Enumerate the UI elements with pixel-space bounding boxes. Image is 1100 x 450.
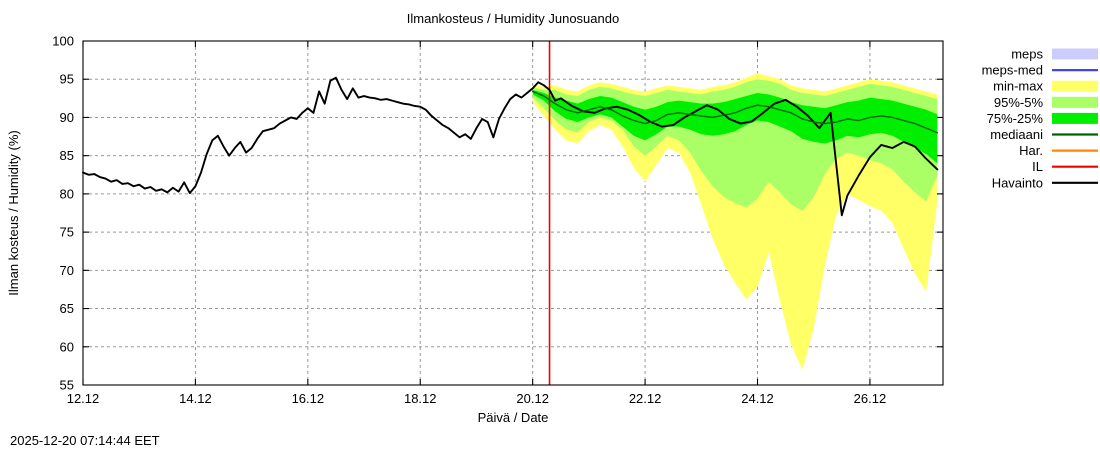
y-tick-label: 85 xyxy=(60,148,74,163)
timestamp-label: 2025-12-20 07:14:44 EET xyxy=(10,433,160,448)
legend-label-mediaani: mediaani xyxy=(990,127,1043,142)
y-axis-ticks: 55 60 65 70 75 80 85 90 95 100 xyxy=(52,34,943,393)
legend-label-havainto: Havainto xyxy=(992,175,1043,190)
x-axis-label: Päivä / Date xyxy=(478,410,549,425)
series-lines xyxy=(82,76,939,217)
legend-swatch-75-25 xyxy=(1052,112,1098,124)
legend-label-meps-med: meps-med xyxy=(982,63,1043,78)
series-havainto xyxy=(82,76,939,217)
y-tick-label: 95 xyxy=(60,72,74,87)
y-tick-label: 80 xyxy=(60,186,74,201)
x-tick-label: 20.12 xyxy=(516,391,549,406)
legend-label-meps: meps xyxy=(1011,47,1043,62)
chart-title: Ilmankosteus / Humidity Junosuando xyxy=(407,11,619,26)
legend-swatch-min-max xyxy=(1052,80,1098,92)
legend-label-har: Har. xyxy=(1019,143,1043,158)
y-axis-label: Ilman kosteus / Humidity (%) xyxy=(6,130,21,295)
y-tick-label: 70 xyxy=(60,263,74,278)
plot-frame xyxy=(82,40,944,386)
x-tick-label: 14.12 xyxy=(179,391,212,406)
legend-label-min-max: min-max xyxy=(993,79,1043,94)
y-tick-label: 65 xyxy=(60,301,74,316)
legend-label-75-25: 75%-25% xyxy=(987,111,1044,126)
x-tick-label: 12.12 xyxy=(67,391,100,406)
band-75-25 xyxy=(532,89,938,164)
x-tick-label: 24.12 xyxy=(741,391,774,406)
y-tick-label: 90 xyxy=(60,110,74,125)
x-tick-label: 22.12 xyxy=(629,391,662,406)
y-tick-label: 75 xyxy=(60,225,74,240)
x-tick-label: 18.12 xyxy=(404,391,437,406)
legend-swatch-meps xyxy=(1052,48,1098,60)
x-axis-ticks: 12.12 14.12 16.12 18.12 20.12 22.12 24.12 26.12 xyxy=(67,41,886,406)
series-mediaani xyxy=(531,90,939,134)
x-tick-label: 16.12 xyxy=(292,391,325,406)
chart-legend: mepsmeps-medmin-max95%-5%75%-25%mediaani… xyxy=(982,47,1098,190)
x-tick-label: 26.12 xyxy=(854,391,887,406)
y-tick-label: 55 xyxy=(60,378,74,393)
y-tick-label: 60 xyxy=(60,339,74,354)
legend-swatch-95-5 xyxy=(1052,96,1098,108)
y-tick-label: 100 xyxy=(52,34,74,49)
legend-label-95-5: 95%-5% xyxy=(994,95,1044,110)
legend-label-il: IL xyxy=(1032,159,1043,174)
